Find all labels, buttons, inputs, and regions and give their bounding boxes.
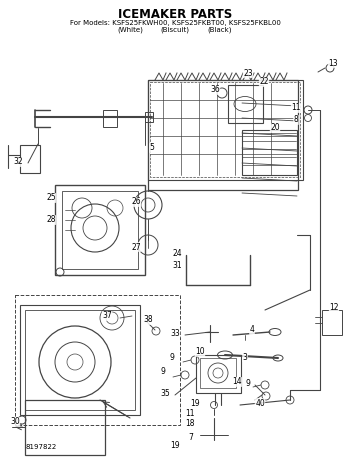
Bar — [62, 191, 138, 269]
Text: 19: 19 — [170, 441, 180, 450]
Text: 23: 23 — [243, 69, 253, 77]
Text: 27: 27 — [131, 242, 141, 251]
Text: 14: 14 — [232, 377, 242, 387]
Text: 11: 11 — [291, 104, 301, 113]
Text: 10: 10 — [195, 348, 205, 356]
Text: 25: 25 — [46, 193, 56, 202]
Text: 31: 31 — [172, 261, 182, 269]
Text: 9: 9 — [246, 378, 251, 387]
Text: 30: 30 — [10, 418, 20, 426]
Text: 9: 9 — [169, 353, 174, 361]
Bar — [145, 112, 153, 122]
Bar — [25, 400, 105, 455]
Text: 20: 20 — [270, 124, 280, 132]
Text: 38: 38 — [143, 316, 153, 325]
Bar — [20, 145, 40, 173]
Text: 22: 22 — [259, 77, 269, 87]
Text: (White): (White) — [117, 27, 143, 33]
Text: ICEMAKER PARTS: ICEMAKER PARTS — [118, 7, 232, 21]
Text: 8: 8 — [294, 115, 298, 125]
Text: 11: 11 — [185, 409, 195, 418]
Text: 7: 7 — [189, 432, 194, 442]
Bar — [322, 310, 342, 335]
Bar — [228, 85, 263, 123]
Bar — [103, 110, 117, 127]
Text: 28: 28 — [46, 216, 56, 224]
Bar — [150, 82, 300, 177]
Bar — [200, 358, 236, 388]
Bar — [148, 80, 303, 180]
Text: 36: 36 — [210, 86, 220, 94]
Text: 9: 9 — [161, 367, 166, 376]
Text: 12: 12 — [329, 302, 339, 311]
Text: For Models: KSFS25FKWH00, KSFS25FKBT00, KSFS25FKBL00: For Models: KSFS25FKWH00, KSFS25FKBT00, … — [70, 20, 280, 26]
Bar — [15, 295, 180, 425]
Bar — [20, 305, 140, 415]
Bar — [25, 310, 135, 410]
Text: 37: 37 — [102, 311, 112, 321]
Bar — [148, 80, 298, 190]
Text: (Biscuit): (Biscuit) — [161, 27, 189, 33]
Text: 18: 18 — [185, 419, 195, 427]
Text: 24: 24 — [172, 249, 182, 257]
Bar — [242, 130, 297, 175]
Text: 8197822: 8197822 — [25, 444, 56, 450]
Text: 32: 32 — [13, 158, 23, 167]
Text: 35: 35 — [160, 388, 170, 398]
Text: 3: 3 — [243, 353, 247, 361]
Bar — [196, 355, 241, 393]
Text: 33: 33 — [170, 328, 180, 338]
Text: 4: 4 — [250, 326, 254, 334]
Text: 13: 13 — [328, 59, 338, 67]
Text: (Black): (Black) — [208, 27, 232, 33]
Text: 26: 26 — [131, 197, 141, 207]
Text: 40: 40 — [255, 398, 265, 408]
Text: 5: 5 — [149, 143, 154, 153]
Bar — [55, 185, 145, 275]
Text: 19: 19 — [190, 398, 200, 408]
